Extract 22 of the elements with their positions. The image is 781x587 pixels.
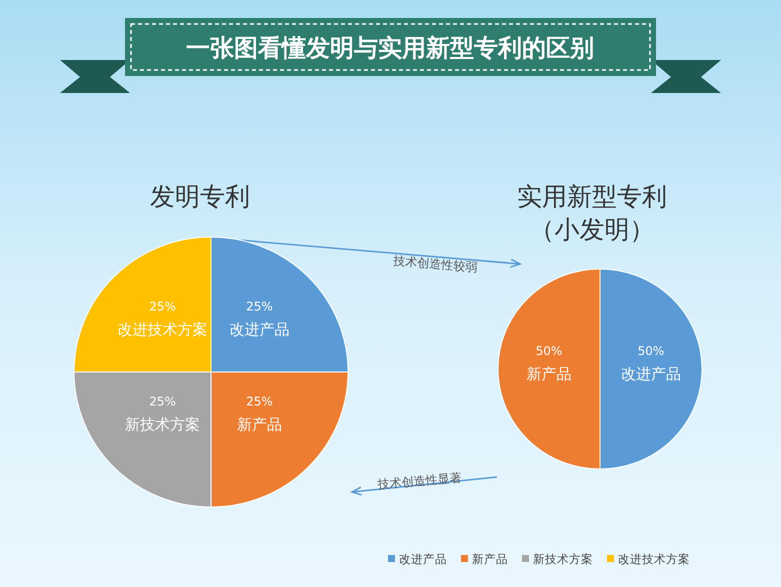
text: 技术创造性较弱 xyxy=(392,253,478,275)
text: 一张图看懂发明与实用新型专利的区别 xyxy=(186,34,594,62)
slice-label: 新技术方案 xyxy=(125,416,200,434)
legend-label: 改进技术方案 xyxy=(618,552,690,566)
slice-label: 新产品 xyxy=(526,365,572,383)
slice-label: 改进技术方案 xyxy=(118,320,208,338)
data-label: 25% xyxy=(246,299,273,314)
legend-label: 新技术方案 xyxy=(533,552,593,566)
category-label: 新产品 xyxy=(472,552,508,566)
chart-title: 发明专利 xyxy=(150,182,250,211)
data-label: 25% xyxy=(149,299,176,314)
text: 技术创造性显著 xyxy=(376,470,462,492)
chart-subtitle: （小发明） xyxy=(530,215,654,244)
slice-label: 改进产品 xyxy=(229,320,290,338)
data-label: 25% xyxy=(149,394,176,409)
data-label: 25% xyxy=(246,394,273,409)
slice-label: 改进产品 xyxy=(621,365,681,383)
data-label: 50% xyxy=(536,344,562,358)
chart-title: 实用新型专利 xyxy=(517,182,667,211)
legend-label: 改进产品 xyxy=(399,552,447,566)
slice-label: 新产品 xyxy=(236,416,282,434)
data-label: 50% xyxy=(638,344,664,358)
